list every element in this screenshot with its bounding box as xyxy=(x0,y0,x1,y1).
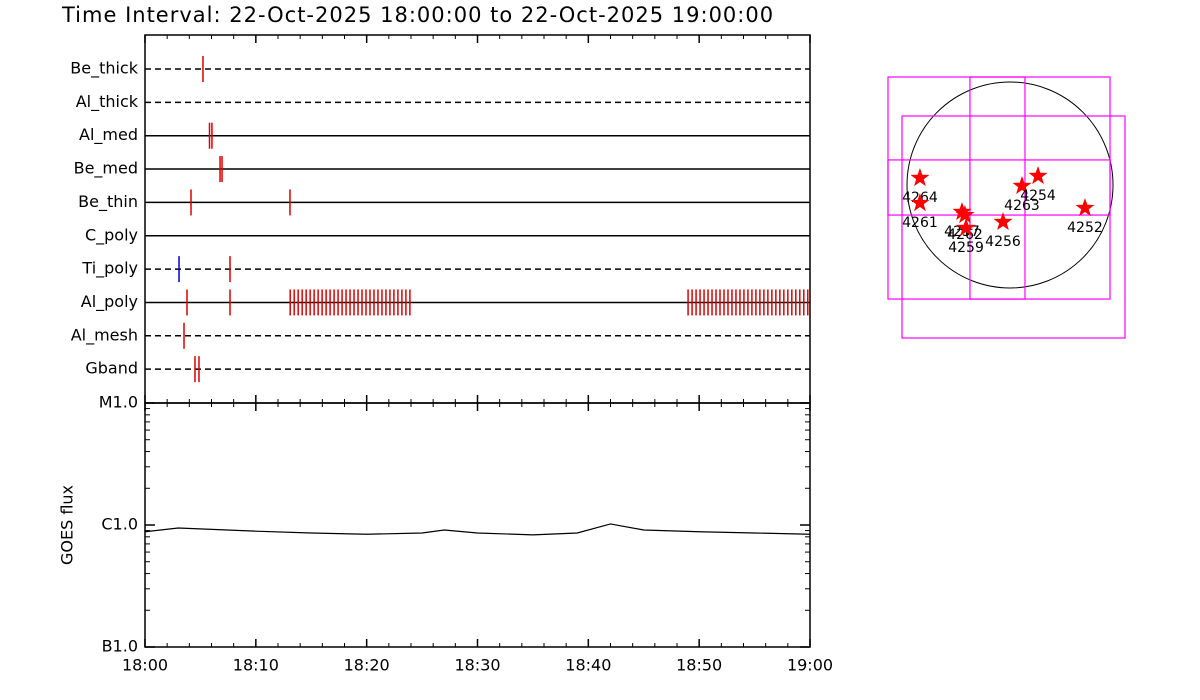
region-star xyxy=(952,201,972,221)
y-tick-label: M1.0 xyxy=(99,393,138,412)
row-label: Be_med xyxy=(74,159,138,179)
row-label: Ti_poly xyxy=(81,259,138,279)
region-star xyxy=(955,205,975,224)
region-star xyxy=(1012,175,1032,195)
region-star xyxy=(910,193,930,212)
row-label: Al_mesh xyxy=(71,325,138,345)
row-label: Be_thick xyxy=(70,59,138,79)
row-label: Al_med xyxy=(79,125,138,145)
fov-box xyxy=(887,159,1111,216)
x-tick-label: 18:50 xyxy=(676,656,722,675)
region-label: 4252 xyxy=(1067,220,1103,236)
x-tick-label: 18:10 xyxy=(233,656,279,675)
row-label: C_poly xyxy=(85,225,138,245)
x-tick-label: 18:40 xyxy=(565,656,611,675)
region-label: 4261 xyxy=(902,215,938,231)
row-label: Be_thin xyxy=(78,192,138,212)
row-label: Al_thick xyxy=(76,92,139,112)
chart-title: Time Interval: 22-Oct-2025 18:00:00 to 2… xyxy=(61,3,774,27)
row-label: Al_poly xyxy=(81,292,138,312)
row-label: Gband xyxy=(85,359,138,378)
y-tick-label: C1.0 xyxy=(101,515,138,534)
region-star xyxy=(956,218,976,237)
region-star xyxy=(993,211,1013,231)
x-tick-label: 18:30 xyxy=(454,656,500,675)
fov-box xyxy=(887,76,1111,300)
x-tick-label: 18:00 xyxy=(122,656,168,675)
y-axis-label: GOES flux xyxy=(58,485,77,565)
plot-frame xyxy=(144,34,811,404)
plot-frame xyxy=(144,402,811,648)
solar-limb xyxy=(906,81,1114,289)
region-label: 4259 xyxy=(948,240,984,256)
x-tick-label: 19:00 xyxy=(787,656,833,675)
region-star xyxy=(1028,165,1048,185)
goes-line xyxy=(144,523,811,536)
x-tick-label: 18:20 xyxy=(344,656,390,675)
region-label: 4263 xyxy=(1004,198,1040,214)
region-star xyxy=(910,167,930,187)
region-star xyxy=(1075,198,1095,217)
region-label: 4254 xyxy=(1020,188,1056,204)
fov-box xyxy=(901,115,1126,339)
y-tick-label: B1.0 xyxy=(102,637,138,656)
fov-box xyxy=(969,76,1026,300)
region-label: 4256 xyxy=(985,234,1021,250)
region-label: 4262 xyxy=(947,227,983,243)
